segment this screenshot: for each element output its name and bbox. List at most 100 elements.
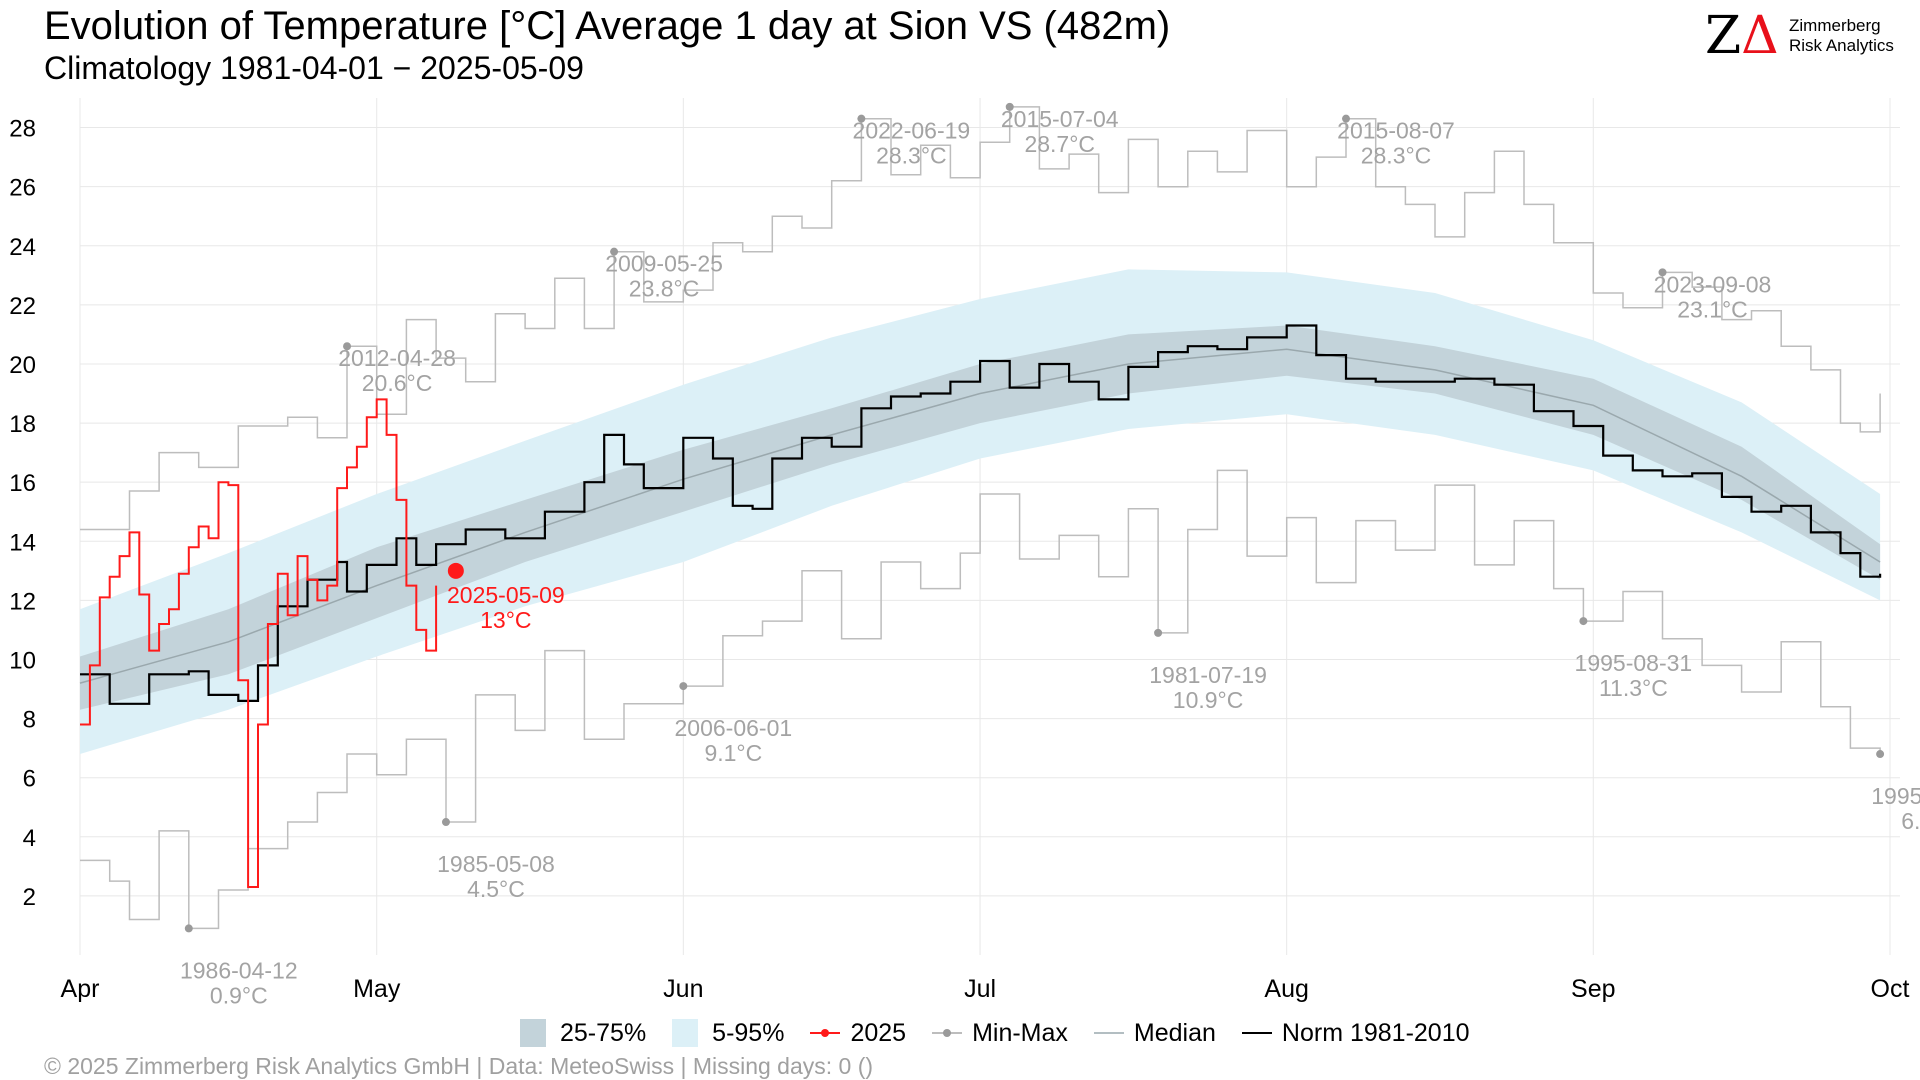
x-tick-label: Aug xyxy=(1264,975,1308,1003)
extreme-label-value: 0.9°C xyxy=(210,982,268,1008)
legend-item-min-max: Min-Max xyxy=(932,1019,1068,1048)
legend-label-2025: 2025 xyxy=(850,1018,907,1047)
legend-label-min-max: Min-Max xyxy=(972,1018,1068,1047)
y-tick-label: 14 xyxy=(9,529,36,556)
extreme-label-value: 11.3°C xyxy=(1599,675,1668,701)
legend-label-norm: Norm 1981-2010 xyxy=(1281,1018,1470,1047)
x-tick-label: May xyxy=(353,975,401,1003)
legend-swatch-median xyxy=(1093,1032,1124,1034)
y-tick-label: 8 xyxy=(23,707,36,734)
extreme-label-date: 2023-09-08 xyxy=(1654,271,1772,297)
extreme-label-date: 1981-07-19 xyxy=(1149,662,1267,688)
extreme-label-value: 20.6°C xyxy=(362,370,433,396)
y-tick-label: 6 xyxy=(23,766,36,793)
extreme-dot xyxy=(1579,617,1588,626)
band-25-75 xyxy=(80,325,1881,710)
legend-item-25-75: 25-75% xyxy=(520,1019,646,1048)
y-tick-label: 24 xyxy=(9,234,36,261)
extreme-label-date: 2006-06-01 xyxy=(675,715,793,741)
logo-delta: Δ xyxy=(1741,6,1779,66)
company-logo: ZΔ Zimmerberg Risk Analytics xyxy=(1705,8,1905,68)
extreme-dot xyxy=(1342,114,1351,123)
extreme-dot xyxy=(1658,268,1667,277)
extreme-label-value: 9.1°C xyxy=(704,740,762,766)
y-tick-label: 2 xyxy=(23,884,36,911)
legend-label-25-75: 25-75% xyxy=(560,1018,647,1047)
extreme-label-value: 23.1°C xyxy=(1677,296,1748,322)
extreme-label-value: 28.3°C xyxy=(876,143,947,169)
y-tick-label: 28 xyxy=(9,116,36,143)
legend-swatch-2025 xyxy=(810,1029,841,1037)
extreme-dot xyxy=(679,682,688,691)
current-2025-point xyxy=(447,562,464,579)
logo-z: Z xyxy=(1705,6,1742,66)
extreme-dot xyxy=(1876,750,1885,759)
x-tick-label: Oct xyxy=(1871,975,1910,1003)
logo-line-2: Risk Analytics xyxy=(1789,36,1894,55)
min-line xyxy=(80,469,1881,930)
extreme-dot xyxy=(343,342,352,351)
footer-credits: © 2025 Zimmerberg Risk Analytics GmbH | … xyxy=(44,1053,874,1079)
legend-item-5-95: 5-95% xyxy=(672,1019,784,1048)
norm-line xyxy=(80,324,1882,705)
extreme-dot xyxy=(857,114,866,123)
y-tick-label: 16 xyxy=(9,470,36,497)
x-tick-label: Jul xyxy=(964,975,996,1003)
extreme-label-value: 23.8°C xyxy=(629,276,700,302)
y-tick-label: 18 xyxy=(9,411,36,438)
extreme-label-date: 1986-04-12 xyxy=(180,957,298,983)
series-2025-line xyxy=(80,398,438,888)
extreme-dot xyxy=(610,247,619,256)
extreme-label-date: 1995-08-31 xyxy=(1575,650,1693,676)
legend-item-median: Median xyxy=(1093,1018,1216,1048)
current-2025-label-date: 2025-05-09 xyxy=(447,582,565,608)
extreme-label-value: 6.8°C xyxy=(1901,808,1920,834)
y-tick-label: 10 xyxy=(9,647,36,674)
legend-label-5-95: 5-95% xyxy=(712,1018,785,1047)
legend-item-2025: 2025 xyxy=(810,1019,906,1048)
extreme-label-date: 2009-05-25 xyxy=(605,251,723,277)
extreme-label-value: 28.3°C xyxy=(1361,143,1432,169)
extreme-label-date: 2015-08-07 xyxy=(1337,118,1455,144)
y-tick-label: 12 xyxy=(9,588,36,615)
extreme-label-date: 1985-05-08 xyxy=(437,851,555,877)
logo-mark: ZΔ xyxy=(1705,8,1779,64)
logo-line-1: Zimmerberg xyxy=(1789,16,1881,35)
legend-item-norm: Norm 1981-2010 xyxy=(1241,1018,1470,1048)
extreme-dot xyxy=(184,924,193,933)
extreme-label-date: 2015-07-04 xyxy=(1001,106,1119,132)
chart-title: Evolution of Temperature [°C] Average 1 … xyxy=(44,4,1171,48)
y-tick-label: 26 xyxy=(9,175,36,202)
legend-label-median: Median xyxy=(1133,1018,1216,1047)
legend-swatch-min-max xyxy=(932,1029,963,1037)
extreme-label-value: 28.7°C xyxy=(1024,131,1095,157)
extreme-label-date: 2022-06-19 xyxy=(853,118,971,144)
extreme-label-date: 2012-04-28 xyxy=(338,345,456,371)
y-tick-label: 22 xyxy=(9,293,36,320)
chart-subtitle: Climatology 1981-04-01 − 2025-05-09 xyxy=(44,50,584,86)
current-2025-label-value: 13°C xyxy=(480,607,531,633)
extreme-label-value: 4.5°C xyxy=(467,876,525,902)
grid xyxy=(79,98,1900,955)
series-lines xyxy=(79,106,1882,930)
extreme-dot xyxy=(1005,102,1014,111)
legend-swatch-5-95 xyxy=(672,1019,699,1047)
y-tick-label: 20 xyxy=(9,352,36,379)
extreme-dot xyxy=(1154,628,1163,637)
extreme-dot xyxy=(441,818,450,827)
extreme-label-date: 1995-09-30 xyxy=(1871,783,1920,809)
legend-swatch-25-75 xyxy=(520,1019,546,1047)
bands xyxy=(80,269,1881,754)
median-line xyxy=(79,348,1881,684)
logo-text: Zimmerberg Risk Analytics xyxy=(1789,16,1894,56)
x-tick-label: Jun xyxy=(663,975,703,1003)
x-tick-label: Apr xyxy=(61,975,100,1003)
legend-swatch-norm xyxy=(1241,1032,1272,1034)
legend: 25-75% 5-95% 2025 Min-Max Median Norm 19… xyxy=(520,1016,1496,1050)
x-tick-label: Sep xyxy=(1571,975,1615,1003)
y-tick-label: 4 xyxy=(23,825,36,852)
extreme-label-value: 10.9°C xyxy=(1173,687,1244,713)
